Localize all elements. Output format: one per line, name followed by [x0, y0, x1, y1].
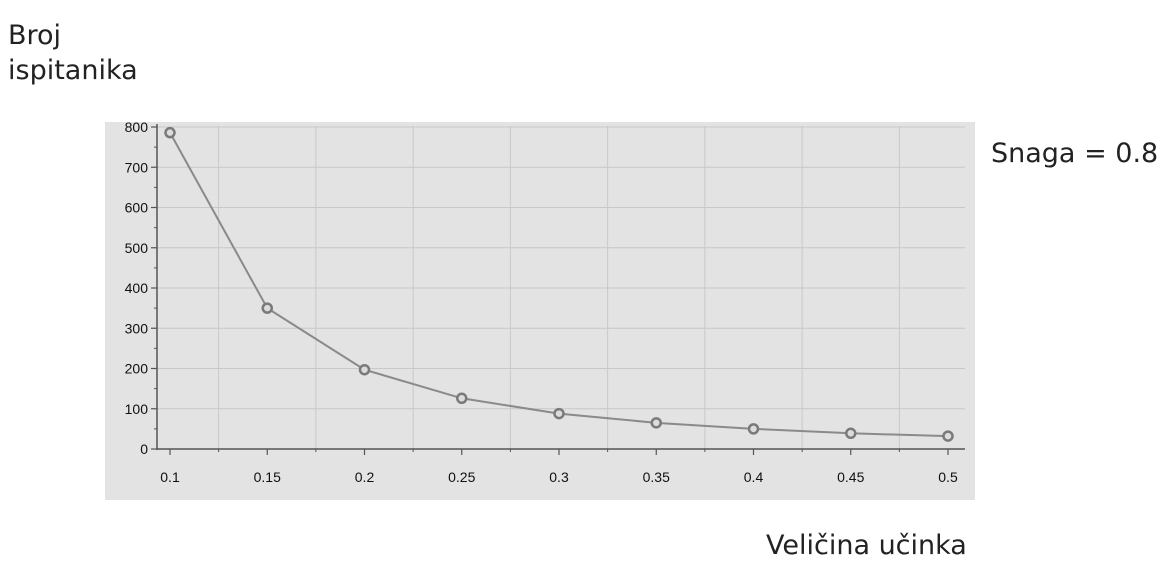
y-tick-label: 600: [125, 200, 149, 216]
x-tick-label: 0.35: [643, 469, 670, 485]
y-tick-label: 800: [125, 119, 149, 135]
y-tick-label: 200: [125, 361, 149, 377]
y-tick-label: 300: [125, 320, 149, 336]
data-point: [553, 407, 565, 420]
data-point: [456, 392, 468, 405]
x-tick-label: 0.45: [837, 469, 864, 485]
series-layer: [164, 126, 954, 442]
x-axis-title: Veličina učinka: [766, 530, 967, 561]
data-point: [358, 363, 371, 376]
data-point: [650, 417, 662, 429]
y-tick-label: 700: [125, 159, 149, 175]
axes: [151, 124, 965, 455]
x-tick-label: 0.25: [448, 469, 475, 485]
plot-background: [105, 122, 975, 500]
x-tick-label: 0.15: [254, 469, 281, 485]
data-point: [747, 423, 760, 435]
y-axis-title: Broj ispitanika: [8, 20, 138, 86]
data-point: [261, 302, 273, 314]
x-tick-label: 0.2: [355, 469, 375, 485]
data-point: [164, 126, 176, 139]
x-tick-label: 0.5: [938, 469, 958, 485]
data-point: [942, 430, 954, 442]
y-tick-label: 100: [125, 401, 149, 417]
x-tick-label: 0.4: [744, 469, 764, 485]
x-tick-label: 0.1: [160, 469, 180, 485]
data-point: [845, 427, 857, 440]
y-tick-label: 0: [140, 441, 148, 457]
x-tick-label: 0.3: [549, 469, 569, 485]
y-tick-label: 400: [125, 280, 149, 296]
tick-labels: 0 100 200 300 400 500 600 700 800 0.1 0.15 0.2 0.25 0…: [125, 119, 958, 485]
power-annotation: Snaga = 0.8: [991, 138, 1159, 169]
y-tick-label: 500: [125, 240, 149, 256]
